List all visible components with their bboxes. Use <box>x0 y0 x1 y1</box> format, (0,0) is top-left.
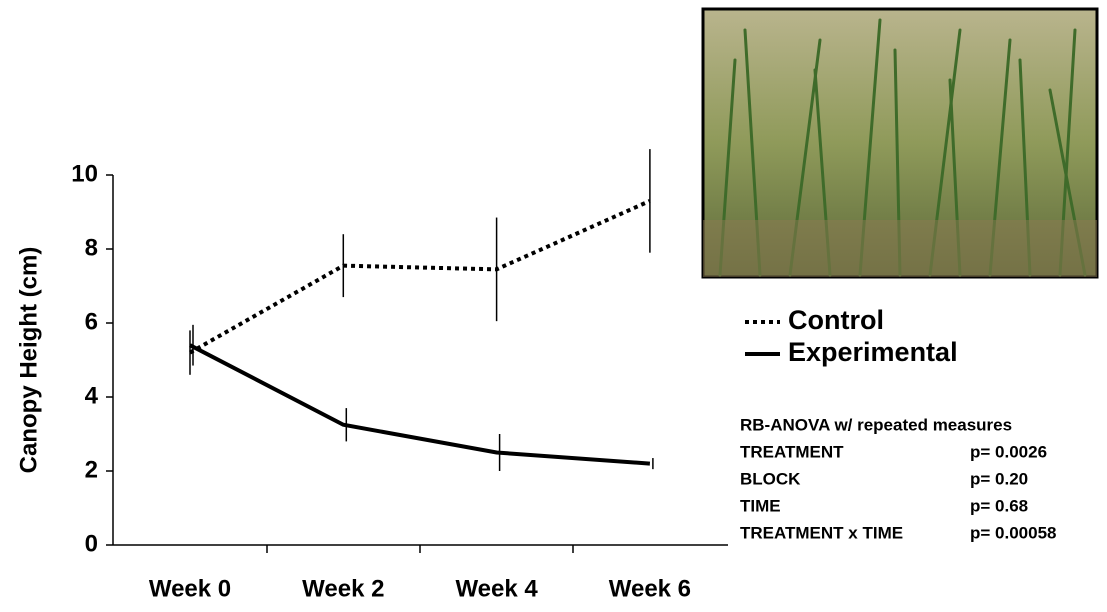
anova-factor: TIME <box>740 496 781 515</box>
y-tick-label: 2 <box>85 456 98 483</box>
anova-factor: TREATMENT x TIME <box>740 523 903 542</box>
y-tick-label: 4 <box>85 382 99 409</box>
legend-label: Experimental <box>788 337 958 367</box>
series-line <box>189 199 651 355</box>
anova-p: p= 0.0026 <box>970 442 1047 461</box>
x-tick-label: Week 0 <box>149 575 231 602</box>
anova-title: RB-ANOVA w/ repeated measures <box>740 415 1012 434</box>
x-tick-label: Week 4 <box>455 575 538 602</box>
x-tick-label: Week 2 <box>302 575 384 602</box>
legend-label: Control <box>788 305 884 335</box>
anova-p: p= 0.00058 <box>970 523 1057 542</box>
y-tick-label: 8 <box>85 234 98 261</box>
y-axis-label: Canopy Height (cm) <box>15 247 42 474</box>
photo <box>701 7 1099 279</box>
anova-factor: BLOCK <box>740 469 801 488</box>
series-line <box>189 343 651 466</box>
y-tick-label: 6 <box>85 308 98 335</box>
anova-p: p= 0.20 <box>970 469 1028 488</box>
y-tick-label: 10 <box>71 160 98 187</box>
x-tick-label: Week 6 <box>609 575 691 602</box>
anova-factor: TREATMENT <box>740 442 844 461</box>
y-tick-label: 0 <box>85 530 98 557</box>
anova-p: p= 0.68 <box>970 496 1028 515</box>
